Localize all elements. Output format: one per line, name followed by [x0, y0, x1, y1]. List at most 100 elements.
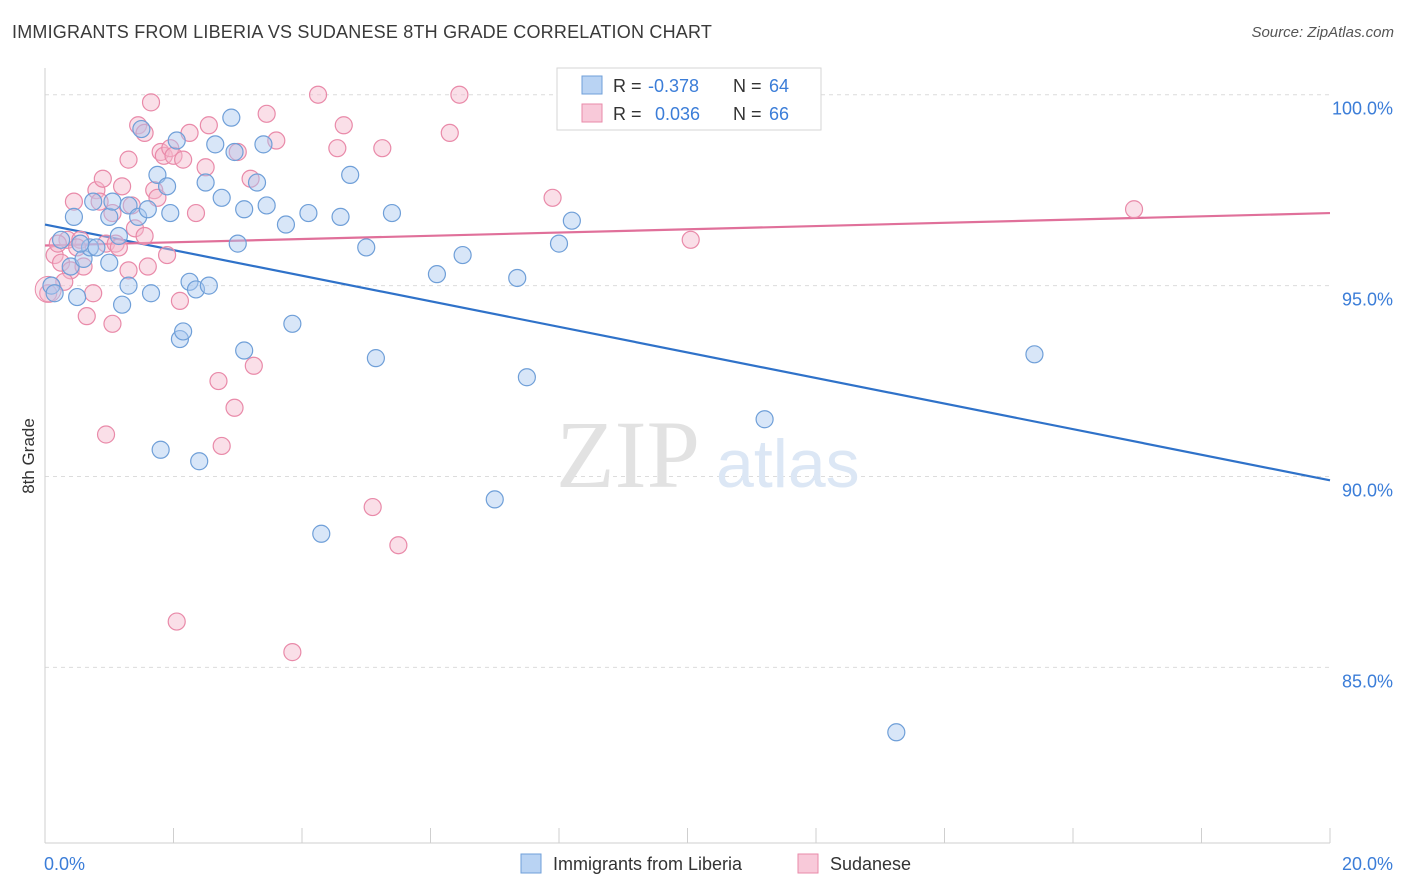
liberia-point [222, 108, 241, 127]
liberia-point [100, 207, 119, 226]
legend-swatch-sudanese[interactable] [797, 853, 819, 874]
sudanese-point [51, 253, 71, 272]
sudanese-point [157, 245, 177, 265]
sudanese-point [154, 146, 173, 165]
liberia-point [283, 314, 302, 333]
liberia-point [119, 276, 138, 295]
stats-r-label-pink: R = [613, 104, 642, 124]
liberia-point [196, 173, 215, 192]
sudanese-point [440, 123, 459, 143]
liberia-point [84, 192, 103, 211]
sudanese-point [77, 307, 96, 326]
liberia-point [180, 272, 199, 291]
sudanese-point [119, 150, 138, 169]
sudanese-point [244, 356, 263, 375]
gridlines [45, 94, 1330, 668]
y-tick-labels: 85.0% 90.0% 95.0% 100.0% [1332, 99, 1393, 692]
liberia-point [45, 284, 64, 303]
liberia-point [190, 452, 209, 471]
legend-label-sudanese[interactable]: Sudanese [830, 854, 911, 874]
liberia-point [254, 135, 273, 154]
y-axis-label: 8th Grade [19, 418, 38, 494]
y-tick-label: 90.0% [1342, 480, 1393, 500]
sudanese-point [112, 177, 132, 196]
sudanese-point [225, 398, 244, 417]
liberia-point [1025, 345, 1044, 364]
x-tick-label-max: 20.0% [1342, 854, 1393, 874]
sudanese-point [257, 104, 276, 123]
sudanese-point [167, 612, 186, 631]
sudanese-point [209, 371, 228, 391]
sudanese-point [681, 230, 700, 249]
sudanese-point [199, 116, 218, 135]
sudanese-point [64, 192, 84, 211]
x-tick-label-min: 0.0% [44, 854, 85, 874]
sudanese-point [164, 146, 183, 165]
legend-swatch-liberia[interactable] [520, 853, 542, 874]
liberia-point [357, 238, 376, 257]
sudanese-point [87, 181, 106, 200]
liberia-point [74, 249, 93, 268]
sudanese-point [93, 169, 112, 188]
stats-n-label-blue: N = [733, 76, 762, 96]
liberia-point [157, 177, 177, 196]
liberia-point [299, 203, 318, 223]
stats-legend: R = -0.378 N = 64 R = 0.036 N = 66 [556, 67, 822, 131]
liberia-point [549, 234, 569, 253]
stats-n-value-blue: 64 [769, 76, 789, 96]
liberia-point [80, 238, 100, 257]
stats-r-value-blue: -0.378 [648, 76, 699, 96]
liberia-point [129, 207, 148, 226]
sudanese-point [125, 219, 145, 238]
chart-title: IMMIGRANTS FROM LIBERIA VS SUDANESE 8TH … [12, 22, 713, 42]
liberia-point [87, 238, 106, 257]
stats-legend-swatch-pink [581, 103, 603, 123]
sudanese-point [138, 257, 157, 276]
liberia-point [485, 490, 504, 509]
liberia-point [235, 341, 254, 360]
sudanese-point [389, 536, 408, 555]
liberia-point [508, 268, 527, 288]
sudanese-point [308, 85, 328, 104]
y-tick-label: 85.0% [1342, 671, 1393, 691]
sudanese-point [196, 158, 215, 177]
series-legend: Immigrants from Liberia Sudanese [520, 853, 911, 874]
liberia-point [257, 196, 276, 215]
liberia-point [167, 131, 186, 150]
sudanese-point [170, 291, 190, 310]
y-tick-label: 100.0% [1332, 99, 1393, 119]
x-ticks [44, 828, 1331, 843]
liberia-point [341, 165, 360, 184]
sudanese-point [186, 203, 206, 223]
liberia-point [887, 723, 906, 742]
watermark-atlas: atlas [716, 426, 860, 502]
liberia-point [755, 410, 774, 429]
liberia-point [112, 295, 132, 314]
sudanese-point [119, 261, 138, 280]
sudanese-point [96, 425, 116, 444]
stats-r-label-blue: R = [613, 76, 642, 96]
liberia-point [71, 234, 90, 253]
trend-line-liberia [44, 223, 1331, 482]
liberia-point [64, 207, 84, 226]
sudanese-point [283, 643, 302, 662]
liberia-point [206, 135, 225, 154]
sudanese-point [103, 314, 122, 333]
liberia-point [138, 200, 157, 219]
liberia-point [235, 200, 254, 219]
liberia-point [132, 119, 151, 139]
liberia-point [427, 265, 447, 284]
sudanese-point [34, 275, 62, 303]
legend-label-liberia[interactable]: Immigrants from Liberia [553, 854, 743, 874]
series-liberia-points [42, 85, 1044, 742]
sudanese-point [212, 436, 231, 456]
sudanese-point [45, 245, 64, 265]
liberia-point [453, 245, 472, 265]
liberia-point [151, 440, 170, 459]
sudanese-point [135, 226, 154, 246]
sudanese-point [363, 497, 382, 517]
sudanese-point [1124, 200, 1144, 219]
watermark: ZIP atlas [556, 401, 860, 508]
sudanese-point [334, 116, 353, 135]
